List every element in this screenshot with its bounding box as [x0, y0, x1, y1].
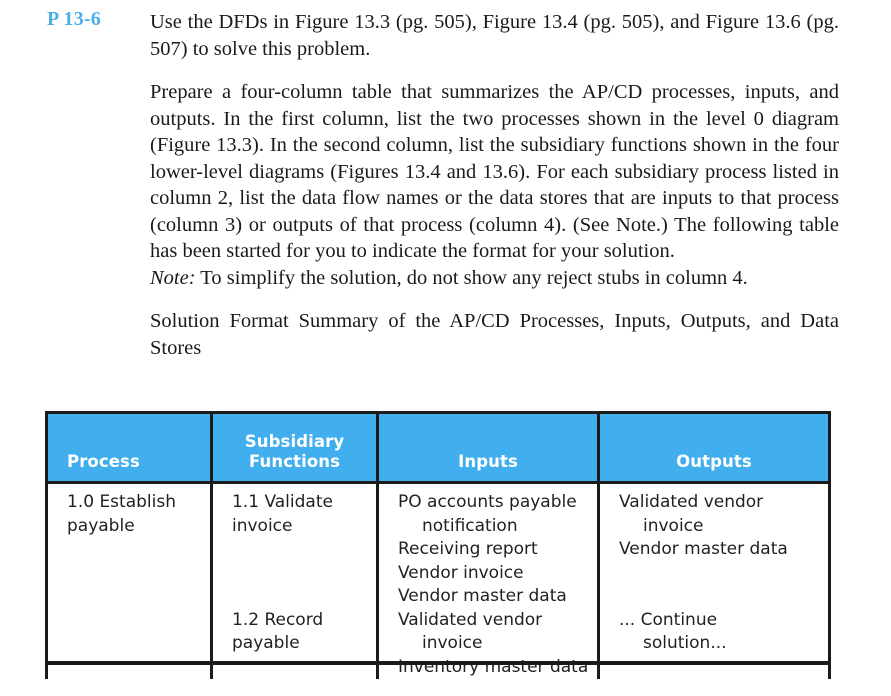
cell-line: payable	[232, 633, 300, 653]
column-header-process: Process	[45, 411, 213, 483]
cell-line: 1.1 Validate	[232, 492, 333, 512]
cell-inputs-lines: PO accounts payable notification Receivi…	[398, 491, 591, 609]
column-header-subsidiary-functions: Subsidiary Functions	[210, 411, 379, 483]
cell-line: invoice	[232, 515, 293, 536]
table-body: 1.0 Establish payable 1.1 Validate invoi…	[45, 481, 831, 680]
table-header: Process Subsidiary Functions Inputs Outp…	[45, 411, 831, 483]
note-lead-label: Note:	[150, 266, 196, 289]
note-body-text: To simplify the solution, do not show an…	[195, 266, 748, 289]
cell-line: 1.2 Record	[232, 609, 324, 630]
summary-table: Process Subsidiary Functions Inputs Outp…	[45, 411, 831, 679]
table-row: 1.0 Establish payable 1.1 Validate invoi…	[45, 481, 831, 609]
cell-line: payable	[67, 515, 135, 536]
cell-line: solution...	[643, 633, 727, 653]
cell-outputs: ... Continue solution...	[597, 608, 831, 679]
cell-subsidiary-lines: 1.2 Record payable	[232, 609, 370, 656]
cell-process-lines: 1.0 Establish payable	[67, 491, 204, 538]
table-bottom-border	[45, 661, 828, 665]
cell-line: invoice	[643, 515, 704, 536]
cell-subsidiary-lines: 1.1 Validate invoice	[232, 491, 370, 538]
problem-row: P 13-6 Use the DFDs in Figure 13.3 (pg. …	[47, 8, 891, 359]
cell-outputs: Validated vendor invoice Vendor master d…	[597, 481, 831, 609]
cell-line: Receiving report	[398, 539, 538, 559]
cell-line: Vendor master data	[398, 586, 567, 606]
cell-line: Validated vendor	[398, 609, 543, 630]
problem-note-paragraph: Note: To simplify the solution, do not s…	[150, 265, 891, 292]
cell-line: invoice	[422, 633, 483, 653]
cell-process	[45, 608, 213, 679]
cell-inputs: Validated vendor invoice Inventory maste…	[376, 608, 600, 680]
cell-subsidiary-function: 1.1 Validate invoice	[210, 481, 379, 609]
cell-line: PO accounts payable	[398, 492, 577, 512]
solution-format-heading: Solution Format Summary of the AP/CD Pro…	[150, 310, 839, 359]
cell-line: Inventory master data	[398, 656, 589, 677]
column-header-outputs: Outputs	[597, 411, 831, 483]
cell-outputs-lines: Validated vendor invoice Vendor master d…	[619, 491, 822, 562]
column-header-inputs: Inputs	[376, 411, 600, 483]
cell-line: Vendor master data	[619, 539, 788, 559]
cell-inputs-lines: Validated vendor invoice Inventory maste…	[398, 609, 591, 680]
problem-instructions-paragraph: Prepare a four-column table that summari…	[150, 81, 839, 262]
table-row: 1.2 Record payable Validated vendor invo…	[45, 608, 831, 680]
problem-block: P 13-6 Use the DFDs in Figure 13.3 (pg. …	[47, 8, 891, 359]
cell-line: notification	[422, 515, 518, 536]
column-header-subsidiary-functions-line2: Functions	[248, 452, 341, 471]
cell-line: ... Continue	[619, 609, 718, 630]
summary-table-container: Process Subsidiary Functions Inputs Outp…	[45, 411, 831, 679]
cell-subsidiary-function: 1.2 Record payable	[210, 608, 379, 679]
cell-process: 1.0 Establish payable	[45, 481, 213, 609]
cell-line: 1.0 Establish	[67, 492, 176, 512]
column-header-subsidiary-functions-line1: Subsidiary	[244, 432, 345, 451]
cell-line: Vendor invoice	[398, 562, 524, 583]
table-header-row: Process Subsidiary Functions Inputs Outp…	[45, 411, 831, 483]
cell-outputs-lines: ... Continue solution...	[619, 609, 822, 656]
problem-number-label: P 13-6	[47, 8, 101, 30]
cell-line: Validated vendor	[619, 492, 764, 512]
problem-intro-paragraph: Use the DFDs in Figure 13.3 (pg. 505), F…	[150, 11, 839, 60]
cell-inputs: PO accounts payable notification Receivi…	[376, 481, 600, 609]
